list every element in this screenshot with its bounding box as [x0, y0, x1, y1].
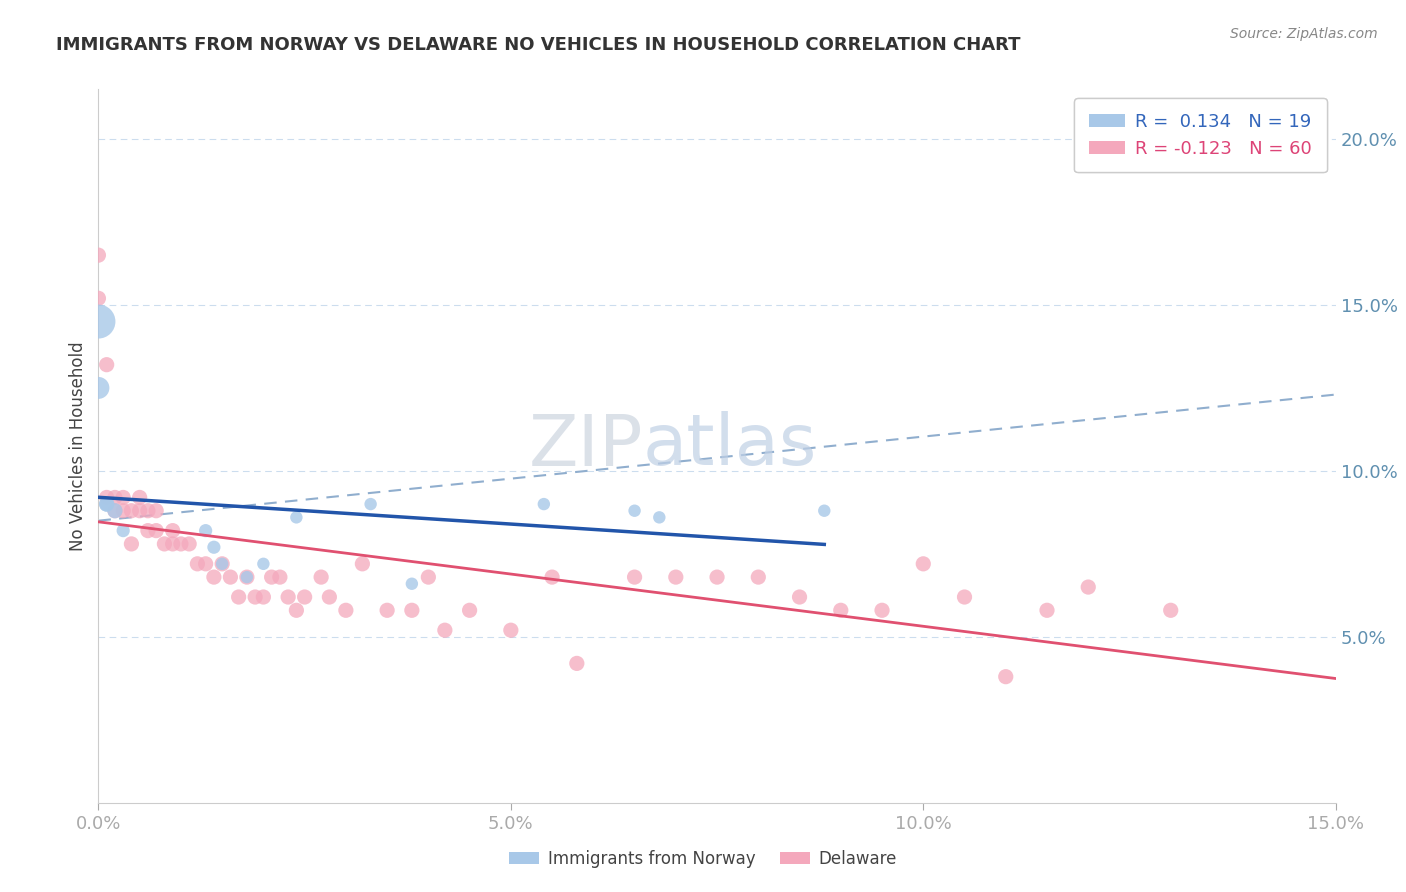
Point: [96, 497, 118, 511]
Point: [352, 557, 374, 571]
Point: [202, 540, 225, 554]
Point: [104, 491, 127, 505]
Point: [285, 603, 308, 617]
Point: [136, 524, 159, 538]
Text: atlas: atlas: [643, 411, 817, 481]
Point: [136, 504, 159, 518]
Point: [375, 603, 398, 617]
Point: [994, 670, 1017, 684]
Point: [96, 491, 118, 505]
Point: [96, 358, 118, 372]
Point: [260, 570, 283, 584]
Point: [1077, 580, 1099, 594]
Point: [87, 291, 110, 305]
Point: [1160, 603, 1182, 617]
Point: [236, 570, 259, 584]
Point: [120, 504, 142, 518]
Point: [194, 557, 217, 571]
Point: [706, 570, 728, 584]
Point: [623, 504, 645, 518]
Point: [87, 314, 110, 328]
Point: [120, 537, 142, 551]
Point: [219, 570, 242, 584]
Point: [145, 504, 167, 518]
Point: [153, 537, 176, 551]
Point: [360, 497, 382, 511]
Point: [194, 524, 217, 538]
Point: [269, 570, 291, 584]
Text: ZIP: ZIP: [529, 411, 643, 481]
Point: [648, 510, 671, 524]
Point: [1036, 603, 1059, 617]
Point: [747, 570, 769, 584]
Point: [87, 381, 110, 395]
Point: [87, 248, 110, 262]
Legend: R =  0.134   N = 19, R = -0.123   N = 60: R = 0.134 N = 19, R = -0.123 N = 60: [1074, 98, 1327, 172]
Point: [186, 557, 208, 571]
Point: [228, 590, 250, 604]
Point: [128, 491, 150, 505]
Point: [236, 570, 259, 584]
Point: [870, 603, 893, 617]
Point: [285, 510, 308, 524]
Point: [294, 590, 316, 604]
Point: [665, 570, 688, 584]
Point: [418, 570, 440, 584]
Point: [112, 491, 135, 505]
Point: [202, 570, 225, 584]
Point: [433, 624, 456, 638]
Point: [533, 497, 555, 511]
Point: [458, 603, 481, 617]
Point: [277, 590, 299, 604]
Point: [96, 497, 118, 511]
Point: [335, 603, 357, 617]
Point: [789, 590, 811, 604]
Point: [401, 576, 423, 591]
Text: Source: ZipAtlas.com: Source: ZipAtlas.com: [1230, 27, 1378, 41]
Point: [162, 524, 184, 538]
Point: [318, 590, 340, 604]
Point: [830, 603, 852, 617]
Point: [145, 524, 167, 538]
Point: [170, 537, 193, 551]
Point: [623, 570, 645, 584]
Point: [179, 537, 201, 551]
Point: [252, 557, 274, 571]
Point: [953, 590, 976, 604]
Point: [813, 504, 835, 518]
Point: [128, 504, 150, 518]
Point: [96, 497, 118, 511]
Point: [211, 557, 233, 571]
Point: [565, 657, 588, 671]
Point: [112, 504, 135, 518]
Point: [309, 570, 332, 584]
Point: [162, 537, 184, 551]
Text: IMMIGRANTS FROM NORWAY VS DELAWARE NO VEHICLES IN HOUSEHOLD CORRELATION CHART: IMMIGRANTS FROM NORWAY VS DELAWARE NO VE…: [56, 36, 1021, 54]
Point: [499, 624, 522, 638]
Point: [211, 557, 233, 571]
Point: [541, 570, 564, 584]
Point: [112, 524, 135, 538]
Y-axis label: No Vehicles in Household: No Vehicles in Household: [69, 341, 87, 551]
Point: [912, 557, 935, 571]
Legend: Immigrants from Norway, Delaware: Immigrants from Norway, Delaware: [502, 844, 904, 875]
Point: [243, 590, 266, 604]
Point: [104, 504, 127, 518]
Point: [252, 590, 274, 604]
Point: [104, 504, 127, 518]
Point: [401, 603, 423, 617]
